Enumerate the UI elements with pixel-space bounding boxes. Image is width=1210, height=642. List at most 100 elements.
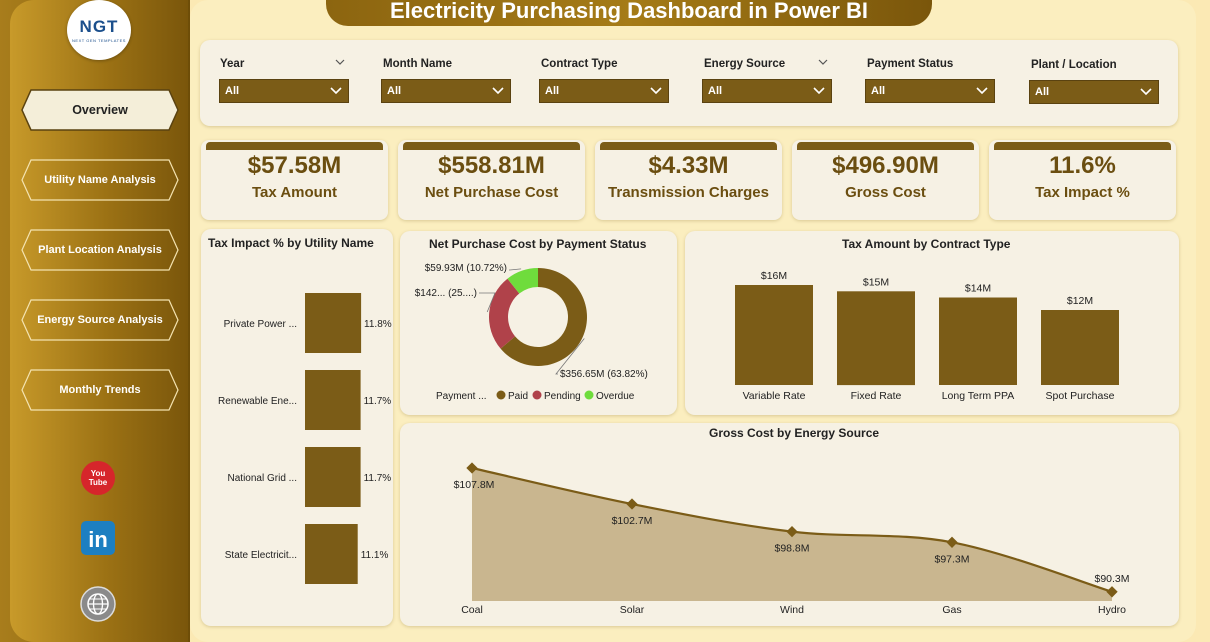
kpi-label: Net Purchase Cost: [424, 184, 559, 201]
plant-location-slicer-value: All: [1035, 86, 1050, 98]
linkedin-icon[interactable]: in: [80, 520, 116, 556]
youtube-icon[interactable]: You Tube: [80, 460, 116, 496]
kpi-value: $57.58M: [247, 152, 342, 179]
bar: [837, 291, 915, 386]
chevron-down-icon: [650, 87, 662, 95]
contract-type-slicer-label: Contract Type: [541, 58, 618, 70]
logo-subtext: NEXT GEN TEMPLATES: [72, 38, 126, 43]
legend-label: Overdue: [596, 391, 635, 402]
year-slicer-label: Year: [220, 58, 245, 70]
gross-cost-by-source-chart: $107.8M Coal $102.7M Solar $98.8M Wind $97.3M G…: [454, 462, 1130, 616]
year-slicer-dropdown[interactable]: All: [219, 79, 349, 103]
website-globe-icon[interactable]: [80, 586, 116, 622]
energy-source-slicer-dropdown[interactable]: All: [702, 79, 832, 103]
tax-by-contract-chart: $16M Variable Rate $15M Fixed Rate $14M Long …: [735, 270, 1119, 402]
chevron-down-icon: [492, 87, 504, 95]
net-purchase-by-payment-chart: $356.65M (63.82%) $142... (25....) $59.93M…: [415, 263, 648, 402]
payment-status-slicer-value: All: [871, 85, 886, 97]
data-label: $14M: [965, 283, 991, 295]
chart-title: Gross Cost by Energy Source: [709, 426, 880, 440]
svg-text:You: You: [91, 469, 106, 478]
svg-text:Tube: Tube: [89, 478, 108, 487]
kpi-label: Tax Amount: [252, 184, 337, 201]
data-label: $59.93M (10.72%): [425, 263, 507, 274]
category-label: Solar: [620, 604, 645, 616]
data-label: 11.1%: [361, 550, 389, 561]
data-label: $12M: [1067, 295, 1093, 307]
chevron-down-icon: [976, 87, 988, 95]
data-point: [1106, 586, 1118, 598]
kpi-value: 11.6%: [1049, 152, 1116, 179]
category-label: Hydro: [1098, 604, 1126, 616]
leader-line: [555, 338, 585, 375]
plant-location-slicer-label: Plant / Location: [1031, 59, 1117, 71]
svg-text:in: in: [88, 527, 108, 552]
tax-impact-by-utility-panel: Tax Impact % by Utility Name Private Pow…: [201, 229, 393, 626]
nav-energy-source-analysis-label: Energy Source Analysis: [37, 314, 163, 326]
category-label: Long Term PPA: [942, 390, 1015, 402]
category-label: Gas: [942, 604, 961, 616]
kpi-net-purchase-cost: $558.81M Net Purchase Cost: [398, 140, 585, 220]
chevron-down-icon: [330, 87, 342, 95]
nav-utility-name-analysis[interactable]: Utility Name Analysis: [21, 159, 179, 201]
data-label: 11.8%: [364, 319, 392, 330]
data-label: 11.7%: [364, 396, 392, 407]
plant-location-slicer-dropdown[interactable]: All: [1029, 80, 1159, 104]
bar: [939, 297, 1017, 385]
nav-monthly-trends[interactable]: Monthly Trends: [21, 369, 179, 411]
kpi-tax-amount: $57.58M Tax Amount: [201, 140, 388, 220]
category-label: Spot Purchase: [1046, 390, 1115, 402]
kpi-label: Gross Cost: [845, 184, 926, 201]
dashboard-title-bar: Electricity Purchasing Dashboard in Powe…: [326, 0, 932, 26]
category-label: Private Power ...: [224, 319, 297, 330]
data-label: $15M: [863, 276, 889, 288]
category-label: National Grid ...: [228, 473, 297, 484]
kpi-value: $558.81M: [438, 152, 545, 179]
logo-text: NGT: [79, 17, 119, 36]
kpi-value: $496.90M: [832, 152, 939, 179]
chart-title: Tax Impact % by Utility Name: [208, 236, 374, 250]
tax-by-contract-panel: Tax Amount by Contract Type $16M Variable…: [685, 231, 1179, 415]
donut-slice: [500, 268, 587, 366]
kpi-label: Tax Impact %: [1035, 184, 1130, 201]
data-label: $107.8M: [454, 479, 495, 491]
nav-monthly-trends-label: Monthly Trends: [59, 384, 141, 396]
kpi-label: Transmission Charges: [608, 184, 769, 201]
year-slicer-value: All: [225, 85, 240, 97]
gross-cost-by-source-panel: Gross Cost by Energy Source $107.8M Coal $…: [400, 423, 1179, 626]
legend-label: Paid: [508, 391, 528, 402]
chevron-down-icon: [1140, 88, 1152, 96]
data-label: $356.65M (63.82%): [560, 369, 648, 380]
chevron-down-icon: [813, 87, 825, 95]
net-purchase-by-payment-panel: Net Purchase Cost by Payment Status $356…: [400, 231, 677, 415]
sidebar: NGT NEXT GEN TEMPLATES Overview Utility …: [0, 0, 190, 642]
kpi-tax-impact-pct: 11.6% Tax Impact %: [989, 140, 1176, 220]
nav-overview-label: Overview: [72, 103, 128, 117]
data-label: 11.7%: [364, 473, 392, 484]
energy-source-slicer-chevron-icon[interactable]: [818, 58, 828, 66]
chart-title: Net Purchase Cost by Payment Status: [429, 237, 647, 251]
logo: NGT NEXT GEN TEMPLATES: [67, 0, 131, 60]
data-label: $142... (25....): [415, 288, 477, 299]
bar: [1041, 310, 1119, 385]
leader-line: [509, 268, 522, 271]
legend-marker: [496, 390, 506, 400]
tax-impact-by-utility-chart: Private Power ... 11.8% Renewable Ene... 11…: [218, 293, 392, 584]
data-label: $102.7M: [612, 515, 653, 527]
bar: [305, 370, 361, 430]
bar: [735, 285, 813, 385]
legend-title: Payment ...: [436, 391, 487, 402]
nav-energy-source-analysis[interactable]: Energy Source Analysis: [21, 299, 179, 341]
legend-marker: [532, 390, 542, 400]
payment-status-slicer-label: Payment Status: [867, 58, 954, 70]
payment-status-slicer-dropdown[interactable]: All: [865, 79, 995, 103]
contract-type-slicer-dropdown[interactable]: All: [539, 79, 669, 103]
category-label: Coal: [461, 604, 483, 616]
nav-plant-location-analysis-label: Plant Location Analysis: [38, 244, 162, 256]
nav-overview[interactable]: Overview: [21, 89, 179, 131]
kpi-gross-cost: $496.90M Gross Cost: [792, 140, 979, 220]
year-slicer-chevron-icon[interactable]: [335, 58, 345, 66]
bar: [305, 524, 358, 584]
nav-plant-location-analysis[interactable]: Plant Location Analysis: [21, 229, 179, 271]
month-slicer-dropdown[interactable]: All: [381, 79, 511, 103]
